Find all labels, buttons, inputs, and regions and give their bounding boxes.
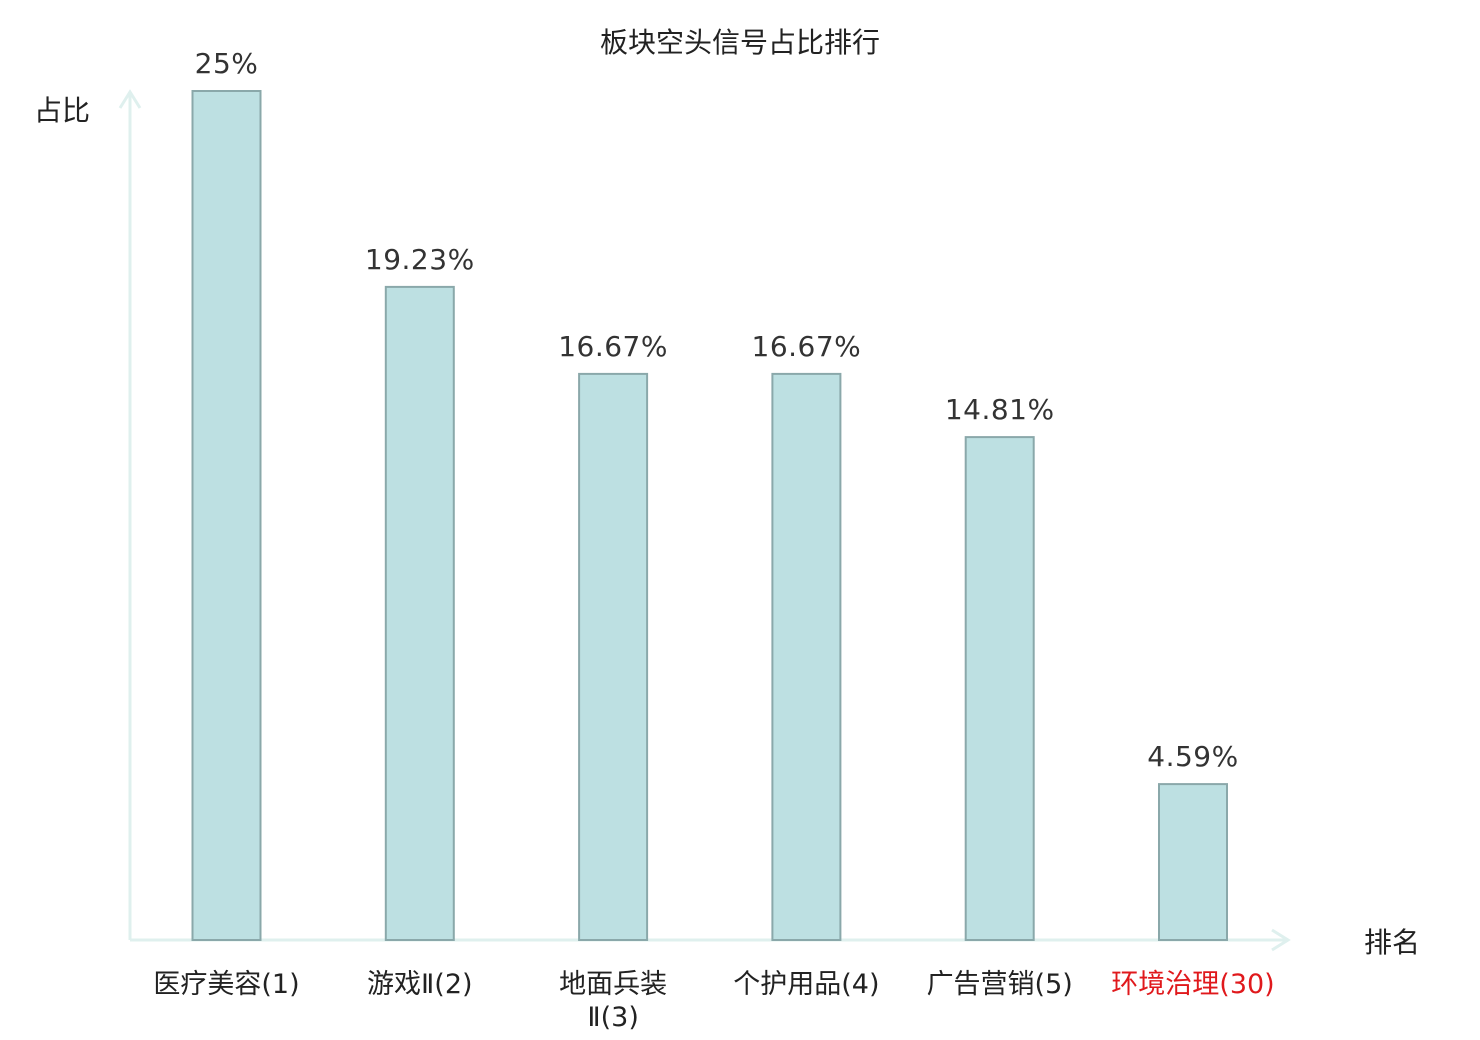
bar	[384, 285, 455, 941]
bar-value-label: 16.67%	[752, 330, 862, 363]
category-label: 广告营销(5)	[927, 969, 1073, 1000]
chart-title: 板块空头信号占比排行	[600, 26, 880, 59]
value-labels-group: 25% 19.23% 16.67% 16.67% 14.81% 4.59%	[195, 47, 1239, 773]
bar	[771, 372, 842, 941]
x-axis	[130, 928, 1291, 952]
category-label: 游戏Ⅱ(2)	[367, 969, 473, 1000]
bar-value-label: 14.81%	[945, 393, 1055, 426]
bars-group	[191, 90, 1228, 941]
category-label: 地面兵装	[559, 969, 667, 1000]
bar-value-label: 4.59%	[1147, 740, 1238, 773]
bar-value-label: 16.67%	[558, 330, 668, 363]
bar-value-label: 19.23%	[365, 243, 475, 276]
bar	[191, 90, 262, 941]
category-label: 个护用品(4)	[733, 969, 879, 1000]
bar	[578, 372, 649, 941]
y-axis-label: 占比	[34, 94, 90, 127]
y-axis	[118, 89, 142, 940]
category-label: 医疗美容(1)	[153, 969, 299, 1000]
bar-value-label: 25%	[195, 47, 259, 80]
bar	[964, 436, 1035, 941]
bar	[1158, 783, 1228, 941]
category-label: Ⅱ(3)	[587, 1002, 639, 1033]
x-axis-label: 排名	[1364, 926, 1420, 959]
category-label: 环境治理(30)	[1111, 969, 1274, 1000]
